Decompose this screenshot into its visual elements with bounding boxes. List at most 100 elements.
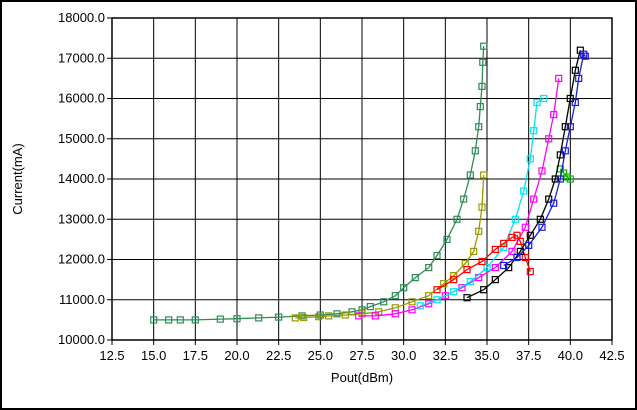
data-point-marker: [255, 314, 263, 322]
data-point-marker: [450, 288, 458, 296]
data-point-marker: [333, 310, 341, 318]
data-point-marker: [550, 199, 558, 207]
data-point-marker: [536, 215, 544, 223]
plot-border: [111, 17, 613, 341]
y-tick-label: 14000.0: [58, 171, 105, 186]
data-point-marker: [416, 302, 424, 310]
data-point-marker: [505, 264, 513, 272]
data-point-marker: [511, 215, 519, 223]
data-point-marker: [315, 313, 323, 321]
data-point-marker: [165, 316, 173, 324]
data-point-marker: [538, 223, 546, 231]
data-point-marker: [530, 195, 538, 203]
data-point-marker: [176, 316, 184, 324]
data-point-marker: [463, 266, 471, 274]
data-point-marker: [566, 175, 574, 183]
data-point-marker: [581, 52, 589, 60]
data-point-marker: [425, 264, 433, 272]
data-point-marker: [480, 171, 488, 179]
data-point-marker: [391, 292, 399, 300]
data-point-marker: [325, 312, 333, 320]
data-point-marker: [513, 253, 521, 262]
data-point-marker: [275, 313, 283, 321]
data-point-marker: [466, 278, 474, 286]
data-point-marker: [191, 316, 199, 324]
data-point-marker: [371, 312, 379, 320]
data-point-marker: [516, 237, 524, 245]
data-point-marker: [483, 264, 491, 272]
data-point-marker: [556, 151, 564, 159]
data-point-marker: [233, 315, 241, 323]
data-point-marker: [575, 74, 583, 83]
data-point-marker: [433, 296, 441, 304]
data-point-marker: [471, 147, 479, 155]
data-point-marker: [478, 203, 486, 211]
x-tick-label: 15.0: [141, 348, 166, 363]
data-point-marker: [216, 315, 224, 323]
data-point-marker: [500, 261, 508, 270]
data-point-marker: [411, 274, 419, 282]
data-point-marker: [433, 286, 441, 294]
data-point-marker: [479, 58, 487, 66]
y-tick-label: 17000.0: [58, 50, 105, 65]
y-tick-label: 12000.0: [58, 252, 105, 267]
data-point-marker: [298, 312, 306, 320]
data-point-marker: [443, 235, 451, 243]
x-axis-title: Pout(dBm): [331, 370, 393, 385]
data-point-marker: [400, 284, 408, 292]
y-tick-label: 13000.0: [58, 211, 105, 226]
data-point-marker: [521, 223, 529, 231]
data-point-marker: [508, 247, 516, 255]
x-tick-label: 40.0: [558, 348, 583, 363]
data-point-marker: [538, 167, 546, 175]
x-tick-label: 42.5: [599, 348, 624, 363]
y-axis-title: Current(mA): [10, 143, 25, 215]
data-point-marker: [355, 312, 363, 320]
data-point-marker: [521, 253, 529, 262]
data-point-marker: [540, 94, 548, 103]
data-point-marker: [408, 306, 416, 314]
data-point-marker: [500, 239, 508, 247]
data-point-marker: [391, 310, 399, 318]
data-point-marker: [480, 286, 488, 294]
data-point-marker: [561, 147, 569, 155]
data-point-marker: [551, 175, 559, 183]
data-point-marker: [508, 233, 516, 241]
data-point-marker: [450, 276, 458, 284]
data-point-marker: [470, 247, 478, 255]
data-point-marker: [580, 50, 588, 58]
data-point-marker: [571, 98, 579, 107]
data-point-marker: [458, 284, 466, 292]
data-point-marker: [526, 268, 534, 276]
data-point-marker: [491, 264, 499, 272]
data-point-marker: [545, 195, 553, 203]
data-point-marker: [478, 82, 486, 91]
data-point-marker: [491, 245, 499, 253]
data-point-marker: [408, 298, 416, 306]
data-point-marker: [466, 171, 474, 179]
series-line: [503, 52, 586, 267]
data-point-marker: [520, 187, 528, 195]
data-point-marker: [545, 135, 553, 143]
x-tick-label: 32.5: [433, 348, 458, 363]
data-point-marker: [291, 314, 299, 322]
data-point-marker: [550, 110, 558, 119]
data-point-marker: [561, 123, 569, 131]
x-tick-label: 12.5: [99, 348, 124, 363]
data-point-marker: [475, 227, 483, 235]
data-point-marker: [566, 94, 574, 103]
x-tick-label: 27.5: [349, 348, 374, 363]
data-point-marker: [480, 42, 488, 50]
data-point-marker: [450, 272, 458, 280]
data-point-marker: [500, 243, 508, 251]
x-tick-label: 17.5: [183, 348, 208, 363]
data-point-marker: [460, 195, 468, 203]
y-tick-label: 18000.0: [58, 10, 105, 25]
data-point-marker: [475, 123, 483, 131]
data-point-marker: [533, 98, 541, 107]
y-tick-label: 16000.0: [58, 91, 105, 106]
x-tick-label: 22.5: [266, 348, 291, 363]
series-line: [466, 50, 581, 299]
series-line: [358, 78, 560, 317]
data-point-marker: [425, 292, 433, 300]
